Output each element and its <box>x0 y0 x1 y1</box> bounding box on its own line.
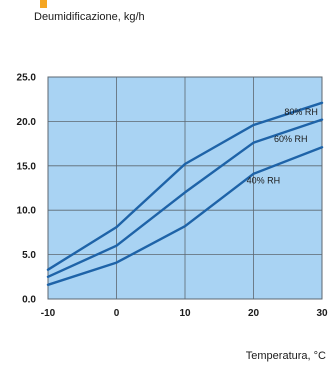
series-lines <box>46 101 324 286</box>
y-tick-label: 5.0 <box>22 250 36 261</box>
y-tick-label: 0.0 <box>22 295 36 306</box>
series-line-2 <box>46 118 324 278</box>
series-labels: 80% RH 60% RH 40% RH <box>247 107 318 185</box>
series-line-3 <box>46 145 324 286</box>
y-tick-label: 25.0 <box>17 73 37 84</box>
y-axis-title: Deumidificazione, kg/h <box>34 11 145 23</box>
series-line-1 <box>46 101 324 271</box>
x-axis-title: Temperatura, °C <box>246 350 326 362</box>
grid <box>47 76 323 300</box>
x-tick-label: 30 <box>316 308 328 319</box>
y-tick-label: 15.0 <box>17 161 37 172</box>
y-tick-label: 20.0 <box>17 117 37 128</box>
x-axis-ticks: -10 0 10 20 30 <box>41 308 328 319</box>
x-tick-label: 20 <box>248 308 260 319</box>
x-tick-label: 0 <box>114 308 120 319</box>
accent-mark <box>40 0 47 8</box>
x-tick-label: 10 <box>179 308 191 319</box>
series-label-2: 60% RH <box>274 134 308 144</box>
x-tick-label: -10 <box>41 308 56 319</box>
y-tick-label: 10.0 <box>17 206 37 217</box>
series-label-3: 40% RH <box>247 176 281 186</box>
y-axis-ticks: 0.0 5.0 10.0 15.0 20.0 25.0 <box>17 73 37 306</box>
series-label-1: 80% RH <box>284 107 318 117</box>
